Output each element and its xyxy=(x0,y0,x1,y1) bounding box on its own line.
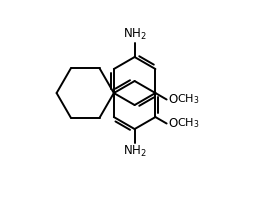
Text: O: O xyxy=(168,93,177,106)
Text: NH$_2$: NH$_2$ xyxy=(123,144,147,159)
Text: CH$_3$: CH$_3$ xyxy=(177,93,199,106)
Text: CH$_3$: CH$_3$ xyxy=(177,117,199,130)
Text: O: O xyxy=(168,117,177,130)
Text: NH$_2$: NH$_2$ xyxy=(123,27,147,42)
